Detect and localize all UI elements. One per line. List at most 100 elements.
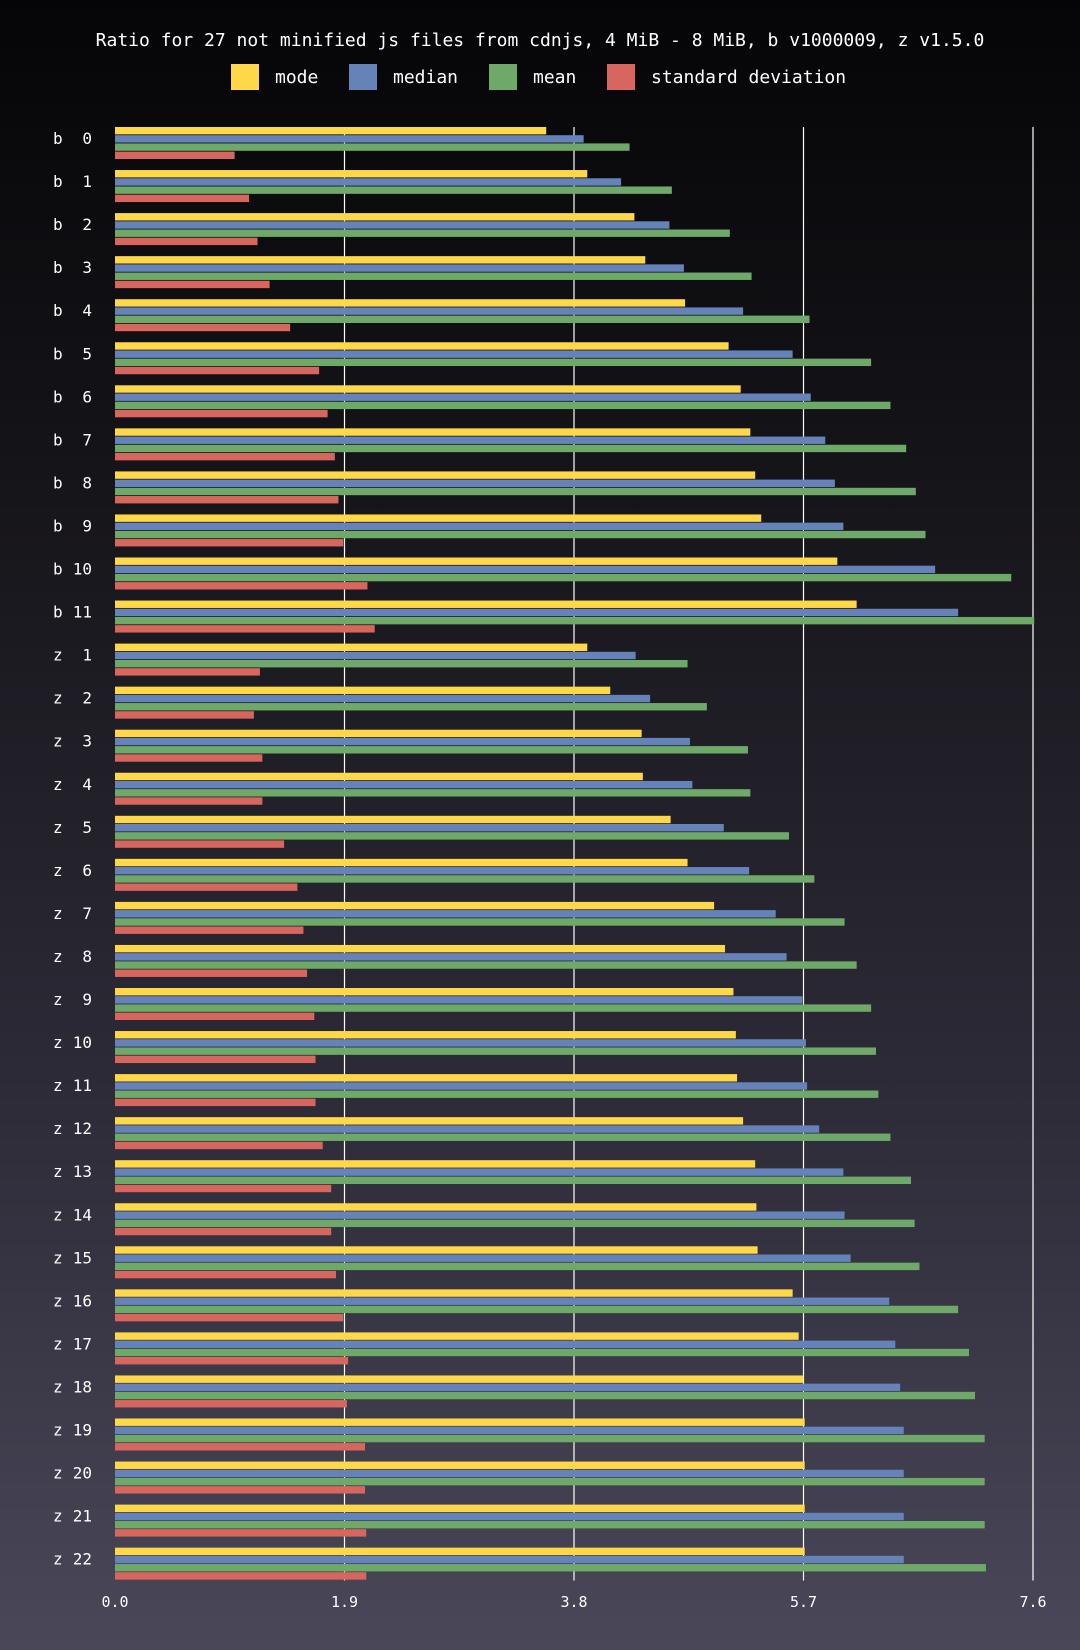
category-prefix-13: z bbox=[53, 689, 63, 708]
bar-22-0 bbox=[115, 1074, 738, 1082]
bar-23-1 bbox=[115, 1125, 820, 1133]
bar-20-0 bbox=[115, 988, 734, 996]
bar-13-3 bbox=[115, 711, 254, 719]
bar-8-1 bbox=[115, 479, 835, 487]
bar-2-1 bbox=[115, 221, 670, 229]
bar-4-3 bbox=[115, 323, 291, 332]
bar-15-1 bbox=[115, 780, 693, 789]
bar-14-1 bbox=[115, 737, 690, 746]
bar-12-1 bbox=[115, 651, 636, 660]
bar-18-0 bbox=[115, 901, 715, 910]
bar-9-1 bbox=[115, 522, 844, 531]
legend-swatch-0 bbox=[231, 64, 259, 90]
bar-32-1 bbox=[115, 1512, 904, 1521]
bar-1-2 bbox=[115, 186, 672, 194]
bar-11-0 bbox=[115, 600, 857, 608]
bar-25-3 bbox=[115, 1227, 332, 1236]
category-prefix-29: z bbox=[53, 1377, 63, 1396]
bar-11-1 bbox=[115, 608, 959, 617]
bar-20-2 bbox=[115, 1004, 872, 1012]
bar-14-3 bbox=[115, 754, 263, 762]
category-number-9: 9 bbox=[82, 516, 92, 535]
bar-2-2 bbox=[115, 229, 730, 237]
category-prefix-18: z bbox=[53, 904, 63, 923]
legend-label-0: mode bbox=[275, 67, 318, 88]
bar-13-0 bbox=[115, 686, 611, 695]
bar-24-3 bbox=[115, 1184, 332, 1193]
bar-24-1 bbox=[115, 1168, 844, 1176]
bar-27-1 bbox=[115, 1297, 890, 1305]
bar-22-1 bbox=[115, 1082, 808, 1090]
category-prefix-20: z bbox=[53, 990, 63, 1009]
category-prefix-1: b bbox=[53, 172, 63, 191]
bar-13-2 bbox=[115, 703, 707, 711]
category-number-25: 14 bbox=[73, 1205, 92, 1224]
category-prefix-21: z bbox=[53, 1033, 63, 1052]
bar-1-0 bbox=[115, 170, 588, 178]
bar-30-2 bbox=[115, 1434, 985, 1443]
category-prefix-23: z bbox=[53, 1119, 63, 1138]
category-prefix-19: z bbox=[53, 947, 63, 966]
bar-18-1 bbox=[115, 910, 776, 918]
category-prefix-7: b bbox=[53, 430, 63, 449]
bar-3-1 bbox=[115, 264, 684, 272]
bar-26-3 bbox=[115, 1270, 337, 1279]
bar-11-2 bbox=[115, 616, 1035, 625]
bar-33-3 bbox=[115, 1572, 367, 1580]
category-number-1: 1 bbox=[82, 172, 92, 191]
bar-2-3 bbox=[115, 237, 258, 246]
bar-31-1 bbox=[115, 1469, 904, 1478]
bar-1-3 bbox=[115, 194, 250, 203]
bar-15-3 bbox=[115, 797, 263, 805]
x-tick-label-3: 5.7 bbox=[790, 1593, 817, 1611]
category-prefix-2: b bbox=[53, 215, 63, 234]
category-prefix-14: z bbox=[53, 732, 63, 751]
category-number-8: 8 bbox=[82, 473, 92, 492]
category-prefix-25: z bbox=[53, 1205, 63, 1224]
bar-17-1 bbox=[115, 867, 750, 875]
bar-0-3 bbox=[115, 151, 235, 159]
bar-28-1 bbox=[115, 1340, 896, 1348]
category-prefix-22: z bbox=[53, 1076, 63, 1095]
legend: mode median mean standard deviation bbox=[231, 64, 846, 90]
bar-21-3 bbox=[115, 1055, 316, 1064]
bar-33-2 bbox=[115, 1564, 986, 1572]
bar-26-2 bbox=[115, 1262, 920, 1271]
bar-4-1 bbox=[115, 307, 744, 315]
category-number-14: 3 bbox=[82, 732, 92, 751]
x-tick-label-4: 7.6 bbox=[1019, 1593, 1046, 1611]
bar-16-3 bbox=[115, 840, 285, 848]
bar-4-0 bbox=[115, 299, 686, 307]
bar-28-0 bbox=[115, 1332, 799, 1340]
bar-4-2 bbox=[115, 315, 810, 323]
bar-5-2 bbox=[115, 358, 872, 367]
category-number-5: 5 bbox=[82, 344, 92, 363]
bar-10-1 bbox=[115, 565, 936, 574]
category-number-0: 0 bbox=[82, 129, 92, 148]
category-number-4: 4 bbox=[82, 301, 92, 320]
bar-25-1 bbox=[115, 1211, 845, 1219]
category-number-18: 7 bbox=[82, 904, 92, 923]
bar-31-2 bbox=[115, 1477, 985, 1486]
bar-12-0 bbox=[115, 643, 588, 651]
bars bbox=[115, 127, 1035, 1580]
bar-23-0 bbox=[115, 1117, 744, 1125]
bar-21-0 bbox=[115, 1031, 736, 1039]
category-number-24: 13 bbox=[73, 1162, 92, 1181]
category-prefix-31: z bbox=[53, 1464, 63, 1483]
bar-31-3 bbox=[115, 1486, 366, 1494]
bar-13-1 bbox=[115, 694, 651, 703]
bar-18-3 bbox=[115, 926, 304, 934]
category-prefix-15: z bbox=[53, 775, 63, 794]
bar-29-2 bbox=[115, 1391, 976, 1400]
bar-17-3 bbox=[115, 883, 298, 891]
category-prefix-4: b bbox=[53, 301, 63, 320]
category-number-6: 6 bbox=[82, 387, 92, 406]
bar-18-2 bbox=[115, 918, 845, 926]
category-prefix-27: z bbox=[53, 1291, 63, 1310]
category-number-31: 20 bbox=[73, 1464, 92, 1483]
bar-0-0 bbox=[115, 127, 547, 135]
category-number-16: 5 bbox=[82, 818, 92, 837]
bar-28-2 bbox=[115, 1348, 969, 1357]
